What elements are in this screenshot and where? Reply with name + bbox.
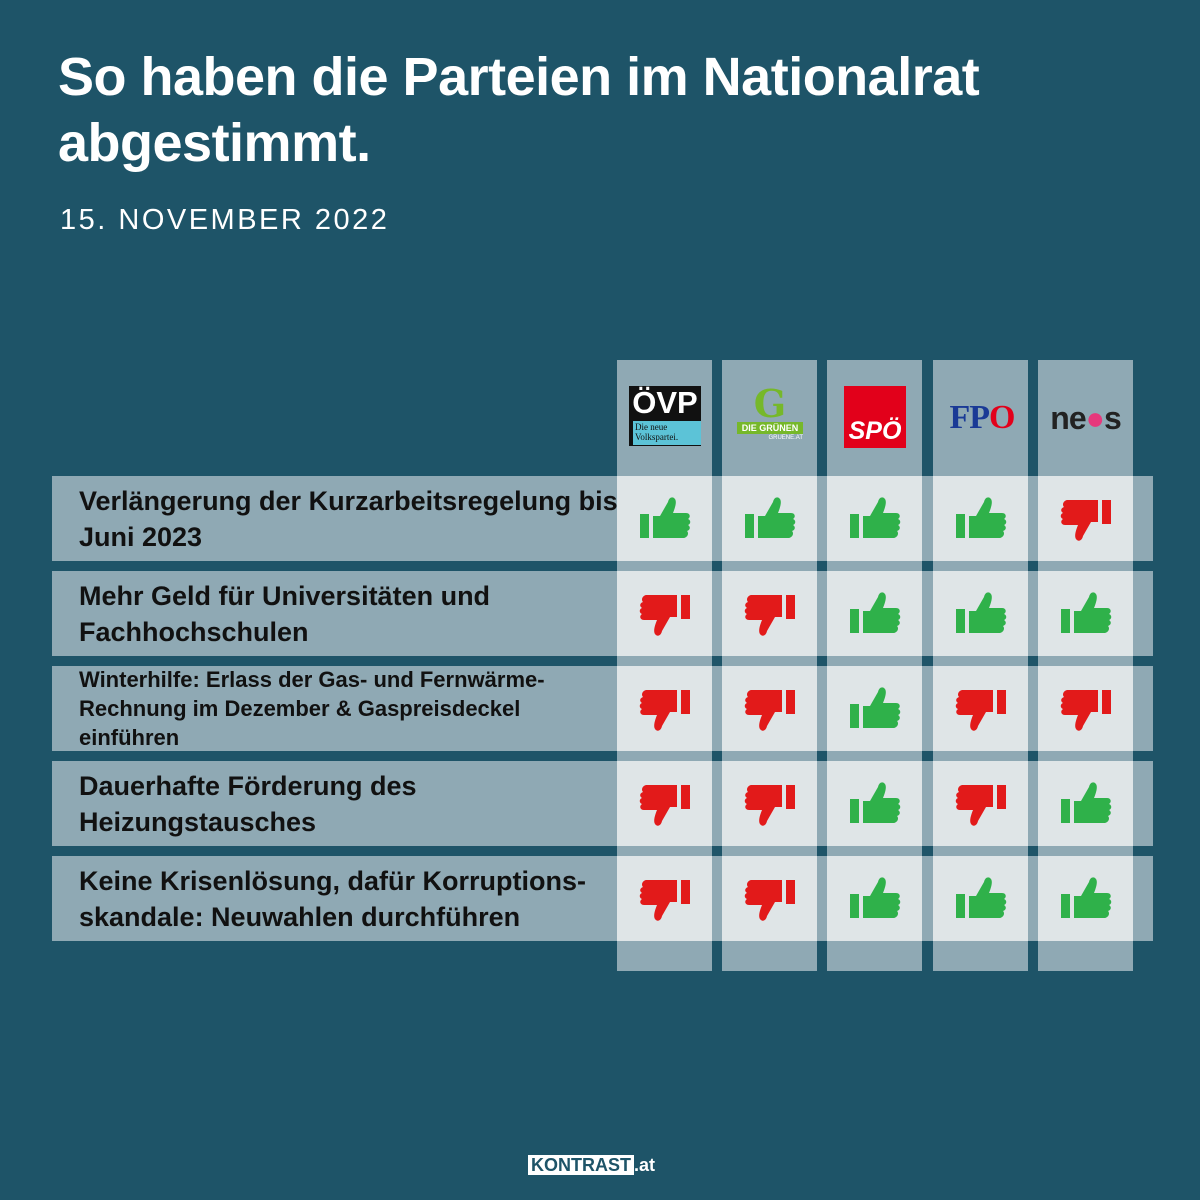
fpoe-name: FPO [949,399,1016,436]
gruene-logo: G DIE GRÜNEN GRUENE.AT [722,378,817,458]
gruene-name: DIE GRÜNEN [737,422,803,434]
footer-brand: KONTRAST [528,1155,634,1175]
fpoe-logo: FPO [933,378,1028,458]
thumbs-down-icon [954,777,1008,831]
row-label: Dauerhafte Förderung des Heizungstausche… [79,770,417,837]
oevp-name: ÖVP [632,385,698,420]
row-label: Verlängerung der Kurzarbeitsregelung bis… [79,485,618,552]
thumbs-up-icon [954,492,1008,546]
thumbs-up-icon [848,777,902,831]
thumbs-up-icon [743,492,797,546]
thumbs-up-icon [1059,872,1113,926]
thumbs-down-icon [743,777,797,831]
thumbs-down-icon [743,872,797,926]
row-label: Mehr Geld für Universitäten und Fachhoch… [79,580,491,647]
page-title: So haben die Parteien im Nationalrat abg… [58,47,980,173]
thumbs-up-icon [848,492,902,546]
neos-logo: ne●s [1038,378,1133,458]
thumbs-up-icon [1059,777,1113,831]
thumbs-up-icon [1059,587,1113,641]
kontrast-logo: KONTRAST .at [528,1155,655,1176]
thumbs-down-icon [1059,682,1113,736]
oevp-subtitle: Die neue Volkspartei. [633,421,701,445]
thumbs-down-icon [743,587,797,641]
spoe-logo: SPÖ [827,378,922,458]
row-label: Winterhilfe: Erlass der Gas- und Fernwär… [79,667,545,750]
thumbs-down-icon [743,682,797,736]
thumbs-down-icon [1059,492,1113,546]
thumbs-up-icon [848,872,902,926]
date-label: 15. NOVEMBER 2022 [60,204,390,236]
thumbs-down-icon [638,777,692,831]
thumbs-down-icon [638,587,692,641]
thumbs-down-icon [954,682,1008,736]
thumbs-up-icon [954,872,1008,926]
thumbs-down-icon [638,682,692,736]
thumbs-down-icon [638,872,692,926]
gruene-url: GRUENE.AT [768,435,803,441]
thumbs-up-icon [848,682,902,736]
thumbs-up-icon [954,587,1008,641]
footer-suffix: .at [634,1155,656,1175]
thumbs-up-icon [848,587,902,641]
neos-name: ne●s [1050,400,1121,436]
spoe-name: SPÖ [848,417,902,445]
row-label: Keine Krisenlösung, dafür Korruptions-sk… [79,865,587,932]
oevp-logo: ÖVP Die neue Volkspartei. [617,378,712,458]
gruene-swoosh-icon: G [753,381,787,426]
thumbs-up-icon [638,492,692,546]
